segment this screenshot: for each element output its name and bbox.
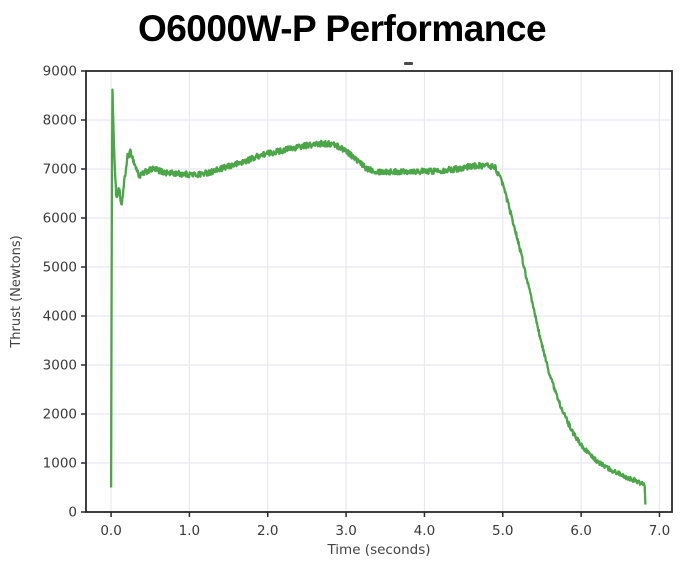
y-tick-label: 0 bbox=[68, 505, 77, 521]
x-tick-label: 1.0 bbox=[179, 523, 200, 539]
y-tick-label: 9000 bbox=[43, 64, 77, 80]
x-tick-label: 2.0 bbox=[257, 523, 278, 539]
plot-frame bbox=[85, 70, 673, 513]
x-tick-label: 0.0 bbox=[100, 523, 121, 539]
smudge-mark bbox=[404, 62, 413, 65]
y-axis-label: Thrust (Newtons) bbox=[9, 235, 24, 348]
y-tick-label: 3000 bbox=[43, 358, 77, 374]
y-tick-label: 5000 bbox=[43, 260, 77, 276]
thrust-curve-line bbox=[109, 88, 647, 505]
y-tick-label: 7000 bbox=[43, 162, 77, 178]
chart-title: O6000W-P Performance bbox=[137, 8, 547, 49]
x-tick-label: 7.0 bbox=[649, 523, 670, 539]
y-tick-label: 2000 bbox=[43, 407, 77, 423]
x-tick-label: 5.0 bbox=[492, 523, 513, 539]
y-tick-label: 6000 bbox=[43, 211, 77, 227]
x-tick-label: 4.0 bbox=[414, 523, 435, 539]
y-tick-label: 4000 bbox=[43, 309, 77, 325]
y-tick-label: 8000 bbox=[43, 113, 77, 129]
y-tick-label: 1000 bbox=[43, 456, 77, 472]
x-tick-label: 3.0 bbox=[335, 523, 356, 539]
x-tick-label: 6.0 bbox=[570, 523, 591, 539]
x-axis-label: Time (seconds) bbox=[326, 542, 430, 558]
